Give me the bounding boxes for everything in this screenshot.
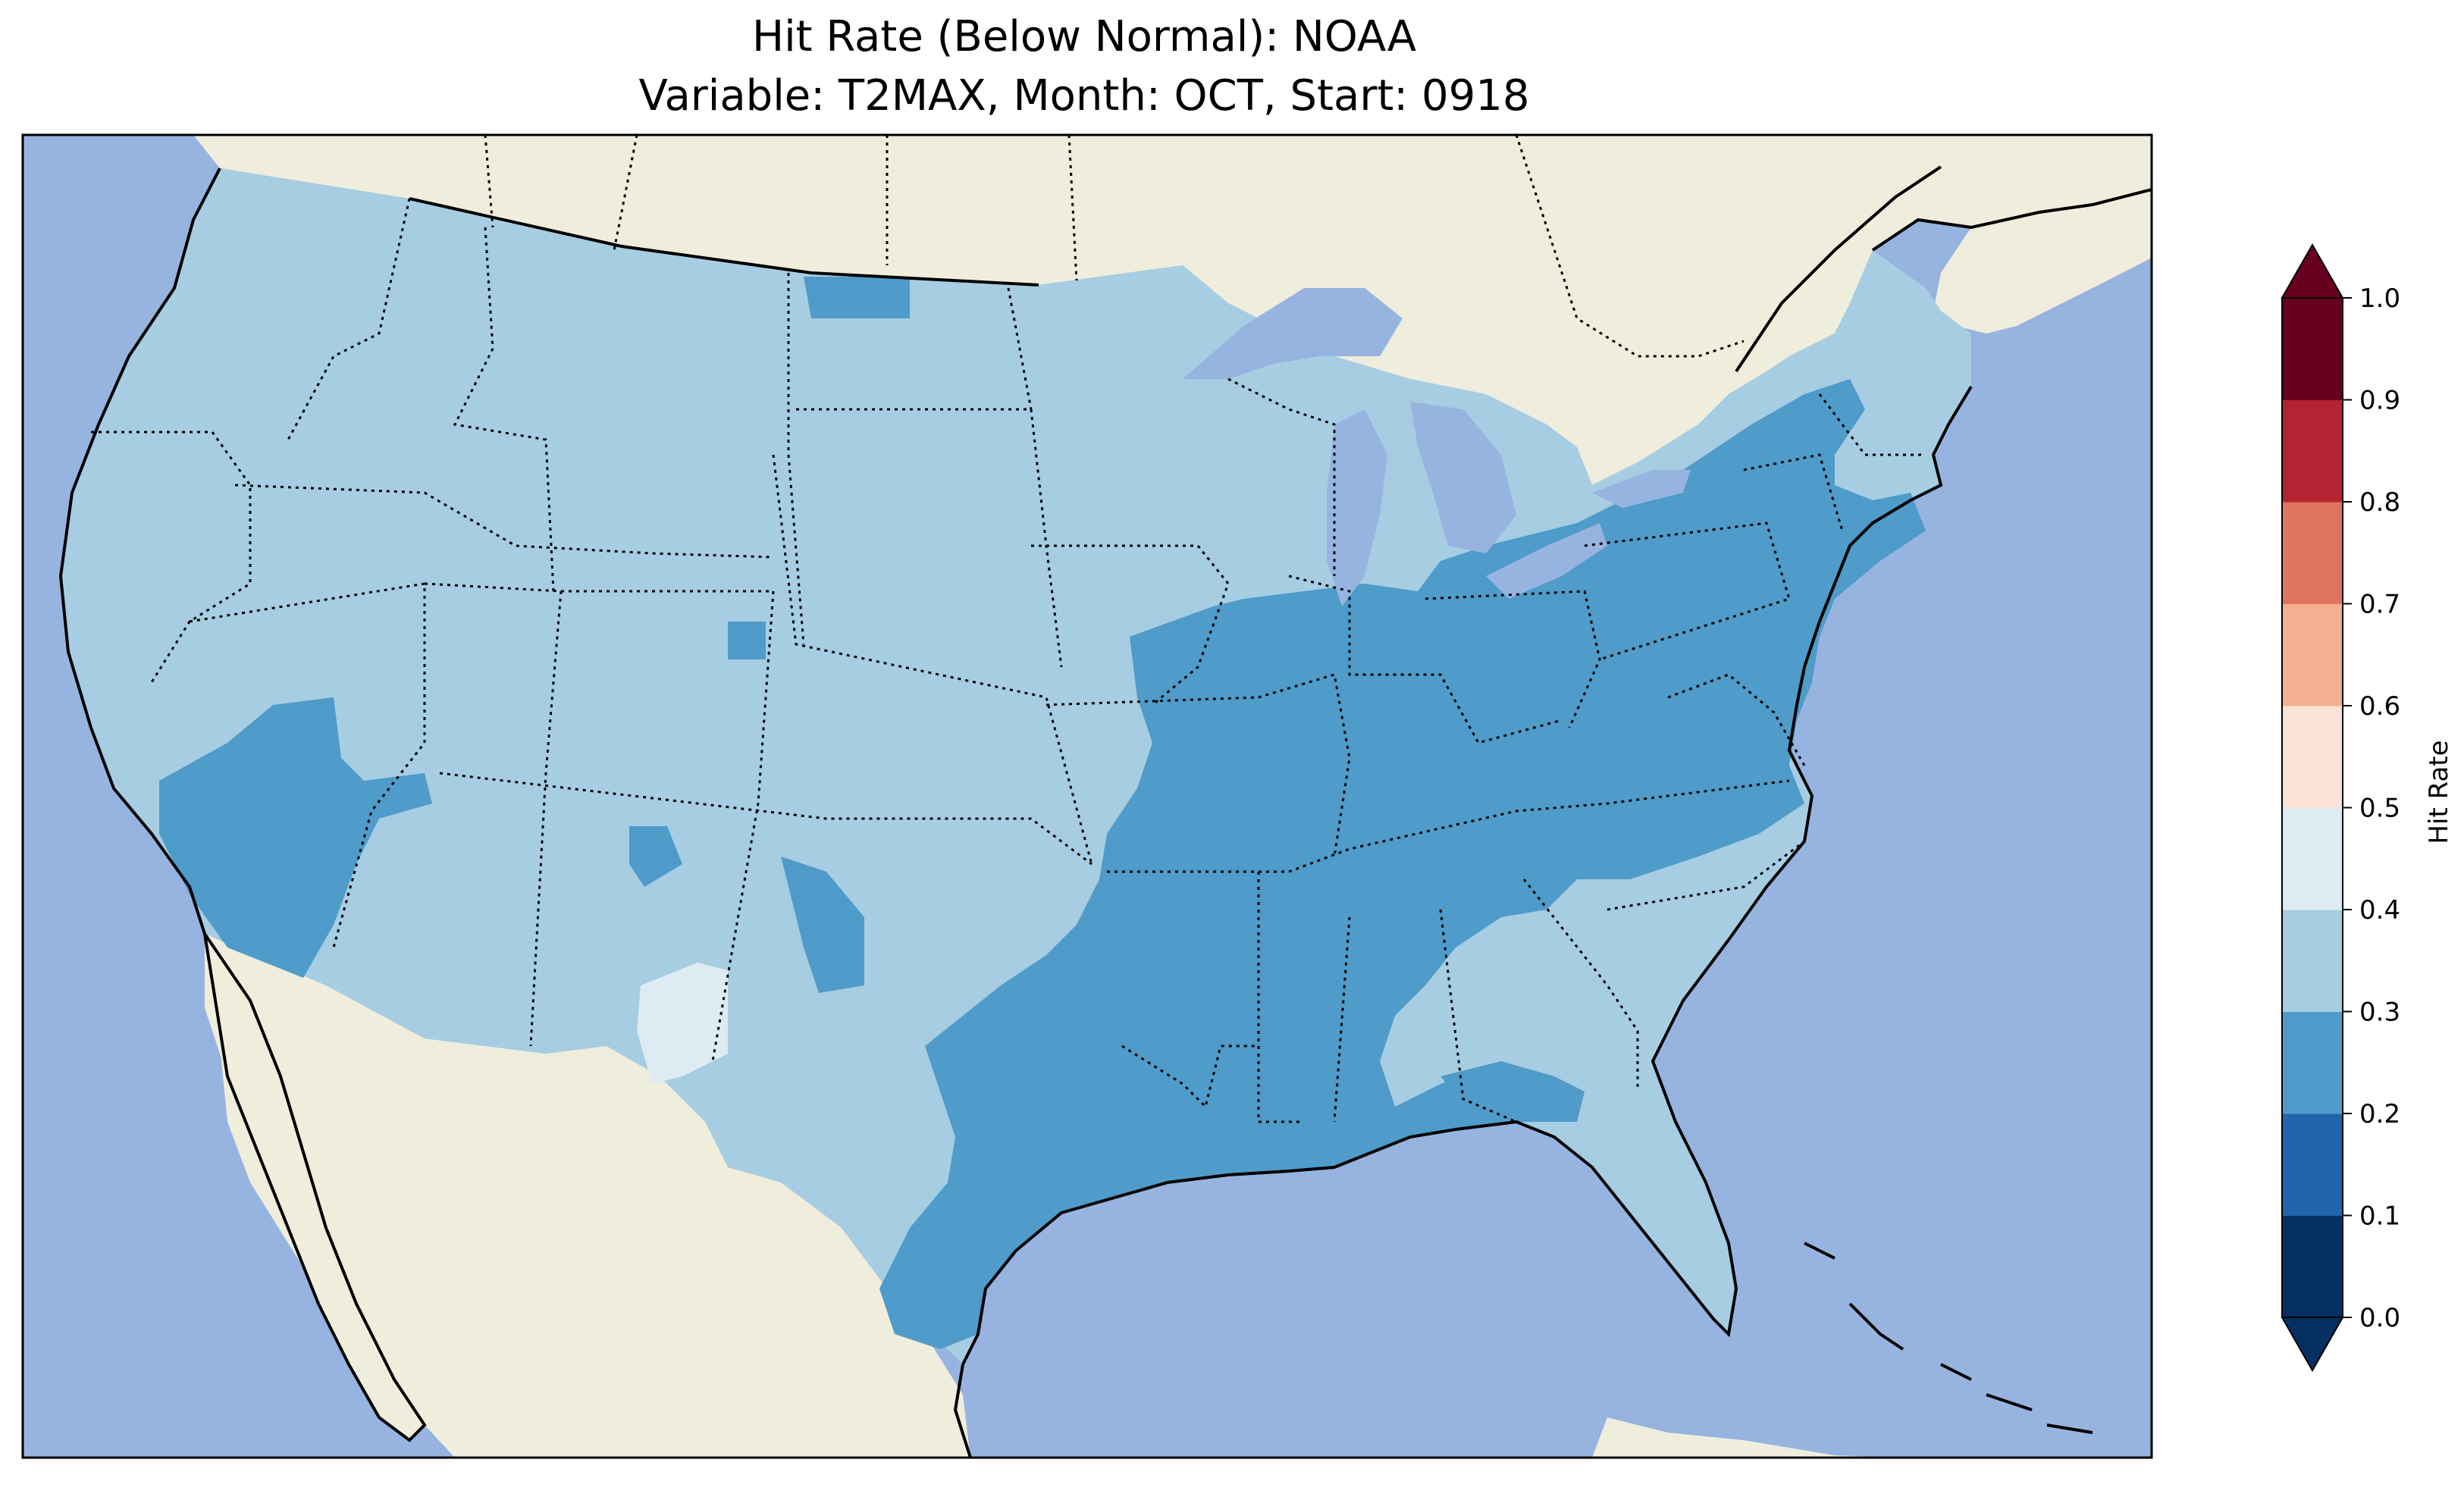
border-line	[234, 484, 774, 559]
border-line	[1439, 909, 1517, 1123]
colorbar-bin	[2282, 399, 2343, 503]
lake-michigan	[1327, 409, 1387, 606]
colorado-patch	[728, 622, 766, 659]
maritimes-land	[1933, 189, 2152, 334]
colorbar-tick-label: 0.4	[2359, 895, 2400, 926]
border-line	[1515, 135, 1745, 358]
border-line	[439, 772, 1092, 866]
california-region	[159, 697, 432, 978]
colorbar-tick-label: 0.3	[2359, 998, 2400, 1028]
lake-erie	[1486, 523, 1607, 599]
border-line	[1818, 393, 1926, 456]
colorbar-bin	[2282, 706, 2343, 808]
baja-coastline	[203, 932, 427, 1442]
baja-land	[205, 934, 425, 1440]
bahamas-island	[1848, 1302, 1904, 1351]
hit-rate-0-2-regions	[159, 277, 1926, 1349]
colorbar-bin	[2282, 1113, 2343, 1216]
border-line	[772, 454, 1093, 865]
northern-plains-patch	[804, 277, 910, 318]
colorbar-tick-label: 0.6	[2359, 691, 2400, 722]
colorbar-extend-min	[2281, 1317, 2344, 1373]
bahamas-island	[1940, 1363, 1972, 1381]
border-line	[1288, 575, 1563, 744]
canada-border	[409, 197, 1039, 287]
border-line	[1607, 840, 1805, 911]
border-line	[796, 408, 1063, 668]
border-line	[1425, 590, 1601, 728]
border-line	[453, 227, 555, 592]
colorbar-tick-label: 0.9	[2359, 386, 2400, 416]
map-frame	[21, 133, 2153, 1459]
border-line	[561, 590, 775, 1062]
bahamas-island	[1986, 1393, 2033, 1411]
colorbar: 0.0 0.1 0.2 0.3 0.4 0.5 0.6 0.7 0.8 0.9 1.0	[2281, 243, 2400, 1373]
border-line	[91, 431, 252, 683]
colorbar-tick-label: 0.2	[2359, 1099, 2400, 1129]
border-line	[1067, 135, 1078, 281]
great-lakes	[1183, 288, 1691, 606]
border-line	[1227, 377, 1336, 576]
coastlines	[58, 165, 2152, 1458]
bahamas-island	[2046, 1424, 2093, 1434]
west-coastline	[58, 168, 221, 935]
bahamas-island	[1804, 1242, 1835, 1260]
lake-ontario	[1592, 470, 1691, 508]
border-line	[1045, 673, 1351, 857]
border-line	[1007, 287, 1033, 410]
colorbar-bin	[2282, 1011, 2343, 1114]
new-mexico-patch	[629, 826, 682, 887]
border-line	[1522, 879, 1639, 1092]
cuba-land	[1592, 1417, 1895, 1458]
border-line	[1121, 1045, 1259, 1109]
southern-plains-east-region	[879, 379, 1926, 1349]
colorbar-bin	[2282, 910, 2343, 1012]
map-axes	[23, 135, 2152, 1458]
colorbar-tick-label: 0.1	[2359, 1201, 2400, 1232]
canada-land	[182, 135, 2152, 485]
st-lawrence-coastline	[1735, 165, 1942, 373]
colorbar-tick-label: 0.7	[2359, 590, 2400, 620]
florida-panhandle-region	[1440, 1061, 1585, 1122]
colorbar-tick-label: 0.8	[2359, 487, 2400, 518]
colorbar-bin	[2282, 603, 2343, 706]
colorbar-bin	[2282, 1215, 2343, 1318]
chart-title-line-1: Hit Rate (Below Normal): NOAA	[751, 12, 1417, 61]
colorbar-tick-label: 1.0	[2359, 283, 2400, 314]
lake-superior	[1183, 288, 1403, 379]
chart-title-line-2: Variable: T2MAX, Month: OCT, Start: 0918	[638, 71, 1530, 121]
caribbean-islands	[1804, 1242, 2093, 1434]
border-line	[1584, 521, 1791, 661]
border-line	[189, 582, 426, 948]
atlantic-canada-coastline	[1871, 188, 2152, 252]
colorbar-bin	[2282, 298, 2343, 400]
mexico-gulf-coastline	[953, 1364, 972, 1458]
lake-huron	[1410, 402, 1516, 553]
border-line	[287, 198, 411, 440]
border-line	[424, 582, 563, 1047]
border-line	[1743, 453, 1844, 531]
border-line	[1257, 872, 1304, 1123]
colorbar-bin	[2282, 807, 2343, 910]
border-line	[1667, 673, 1806, 766]
colorbar-tick-label: 0.5	[2359, 794, 2400, 824]
colorbar-extend-max	[2281, 243, 2344, 299]
state-borders	[91, 135, 1926, 1123]
west-texas-patch	[781, 857, 864, 993]
colorbar-label: Hit Rate	[2424, 740, 2454, 844]
colorbar-tick-label: 0.0	[2359, 1303, 2400, 1333]
gulf-coastline	[961, 385, 1973, 1365]
colorbar-bin	[2282, 502, 2343, 604]
border-line	[484, 135, 494, 228]
border-line	[787, 273, 805, 645]
hit-rate-0-4-patch	[637, 963, 728, 1084]
mexico-land	[205, 934, 970, 1458]
